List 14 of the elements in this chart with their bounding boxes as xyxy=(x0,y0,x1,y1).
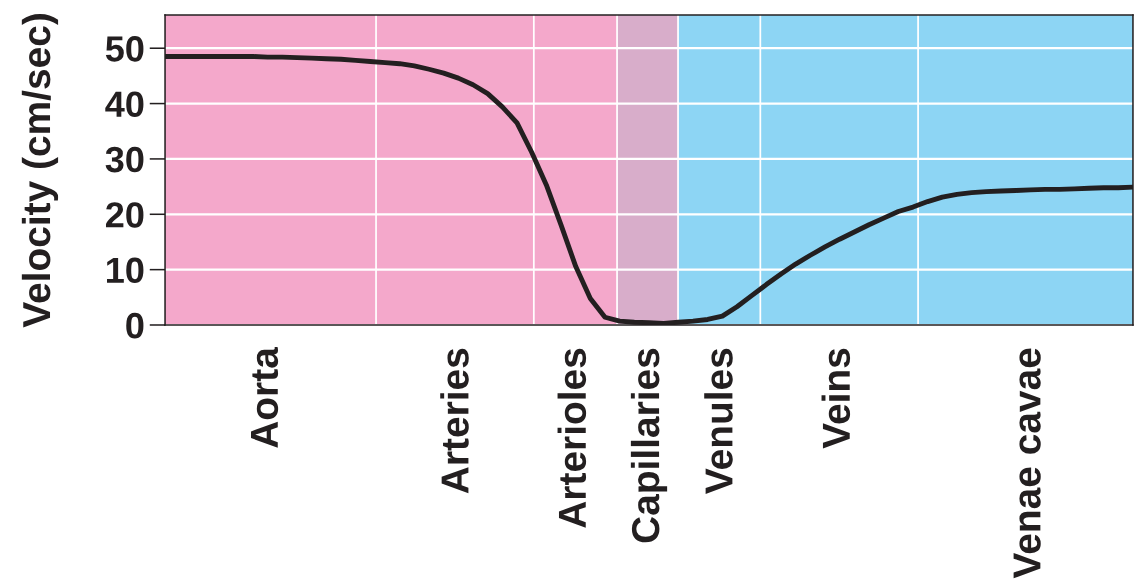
x-tick-label: Arteries xyxy=(440,348,469,494)
x-tick-label: Venules xyxy=(704,348,733,494)
y-tick-label: 20 xyxy=(105,202,144,228)
y-tick-label: 10 xyxy=(107,257,144,284)
x-tick-label: Aorta xyxy=(251,346,279,448)
y-tick-label: 30 xyxy=(105,146,144,173)
y-tick-label: 0 xyxy=(126,312,144,339)
x-tick-label: Venae cavae xyxy=(1013,348,1041,579)
x-tick-label: Veins xyxy=(821,348,851,449)
x-tick-label: Arterioles xyxy=(557,348,587,528)
x-tick-label: Capillaries xyxy=(630,348,668,543)
y-axis-title: Velocity (cm/sec) xyxy=(21,14,59,328)
y-tick-label: 50 xyxy=(105,36,144,62)
y-tick-label: 40 xyxy=(105,91,144,118)
